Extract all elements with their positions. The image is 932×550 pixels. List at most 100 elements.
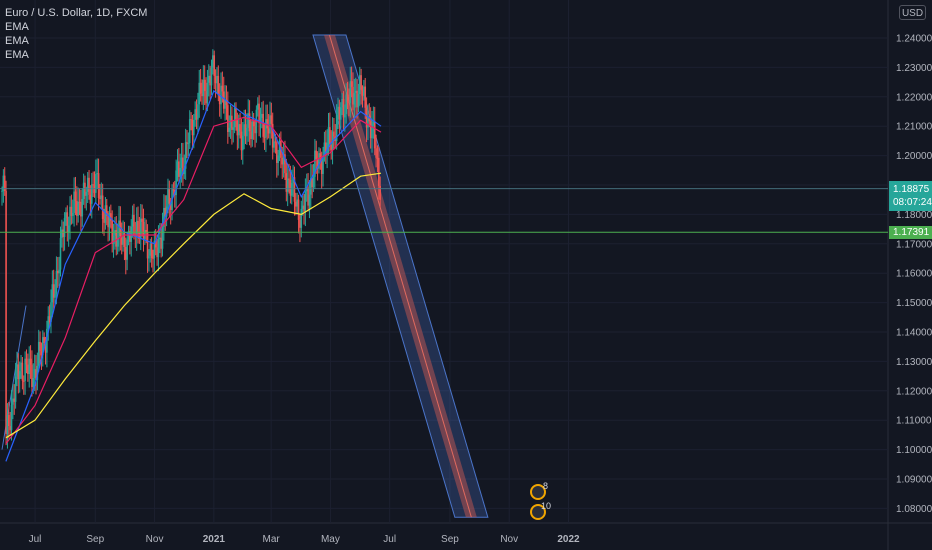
candle-body	[62, 229, 65, 238]
candle-body	[131, 214, 134, 227]
candle-body	[224, 99, 226, 109]
candle-body	[50, 302, 52, 323]
candle-body	[300, 208, 303, 228]
candle-body	[105, 205, 108, 216]
candle-body	[266, 119, 269, 129]
candle	[65, 207, 67, 226]
candle	[319, 148, 322, 170]
currency-selector[interactable]: USD	[899, 5, 926, 20]
candle	[186, 130, 188, 159]
candle-body	[221, 85, 224, 92]
candle-body	[259, 117, 262, 124]
candle	[356, 79, 358, 119]
candle-body	[167, 188, 169, 207]
candle	[27, 353, 29, 382]
candle	[74, 176, 77, 216]
candle-body	[261, 113, 263, 118]
candle-body	[13, 398, 16, 402]
candle-body	[186, 142, 188, 144]
candle	[126, 231, 128, 271]
candle-body	[35, 369, 37, 380]
candle-body	[69, 206, 71, 226]
candle-body	[345, 94, 347, 115]
candle-body	[326, 142, 328, 154]
symbol-title[interactable]: Euro / U.S. Dollar, 1D, FXCM	[5, 7, 148, 19]
candle	[251, 111, 254, 147]
candle-body	[97, 173, 100, 198]
candle-body	[218, 95, 221, 105]
candle	[36, 352, 39, 391]
candle-body	[8, 414, 10, 427]
indicator-ema-1[interactable]: EMA	[5, 21, 29, 33]
candle	[263, 122, 266, 150]
candle-body	[175, 170, 177, 196]
candle-body	[341, 98, 343, 108]
candle	[89, 185, 92, 216]
indicator-ema-2[interactable]: EMA	[5, 35, 29, 47]
candle	[161, 212, 164, 257]
candle	[188, 110, 191, 150]
candle	[146, 224, 149, 273]
candle-body	[133, 214, 135, 235]
candle-body	[86, 177, 89, 192]
candle-body	[299, 219, 301, 228]
candle-body	[190, 119, 192, 121]
candle-body	[179, 167, 182, 177]
candle	[271, 112, 274, 160]
candle	[85, 186, 88, 211]
candle-body	[92, 184, 94, 186]
candle-body	[244, 124, 247, 137]
candle	[195, 99, 198, 130]
candle-body	[22, 380, 25, 382]
event-badge-icon[interactable]	[530, 504, 546, 520]
candle	[218, 83, 221, 117]
candle	[130, 219, 133, 257]
candle-body	[335, 115, 338, 141]
candle-body	[310, 178, 312, 195]
x-tick-label: May	[321, 534, 340, 545]
candle	[312, 163, 315, 192]
candle-body	[159, 237, 161, 240]
candle	[360, 68, 362, 105]
candle-body	[21, 362, 24, 381]
candle	[299, 213, 301, 243]
candle	[285, 158, 288, 202]
candle-body	[32, 377, 35, 387]
candle	[365, 97, 368, 143]
candle-body	[191, 119, 194, 136]
candle	[76, 186, 78, 226]
candle	[22, 375, 25, 395]
candle-body	[47, 316, 50, 329]
candle-body	[277, 155, 279, 164]
candle	[341, 93, 343, 116]
candle	[202, 65, 205, 111]
candle-body	[375, 148, 377, 158]
candle	[176, 149, 179, 182]
candle-body	[3, 175, 6, 191]
candle-body	[269, 115, 271, 134]
candle	[96, 158, 99, 189]
candle-body	[363, 86, 365, 96]
candle-body	[330, 144, 333, 151]
candle	[118, 205, 120, 252]
candle-body	[103, 218, 105, 223]
event-markers[interactable]: 8 10	[528, 480, 562, 522]
candle	[103, 208, 105, 236]
candle	[62, 221, 65, 252]
candle-body	[318, 153, 320, 169]
candle-body	[107, 215, 109, 228]
candle	[339, 102, 342, 129]
candle	[367, 104, 369, 141]
candle	[133, 203, 135, 240]
candle-body	[148, 255, 150, 259]
candle	[252, 113, 255, 140]
candle	[209, 65, 211, 100]
candle-body	[126, 239, 128, 260]
candle	[376, 145, 379, 173]
event-badge-icon[interactable]	[530, 484, 546, 500]
candle-body	[184, 142, 187, 169]
candle	[217, 65, 220, 102]
candle	[222, 76, 225, 114]
indicator-ema-3[interactable]: EMA	[5, 49, 29, 61]
